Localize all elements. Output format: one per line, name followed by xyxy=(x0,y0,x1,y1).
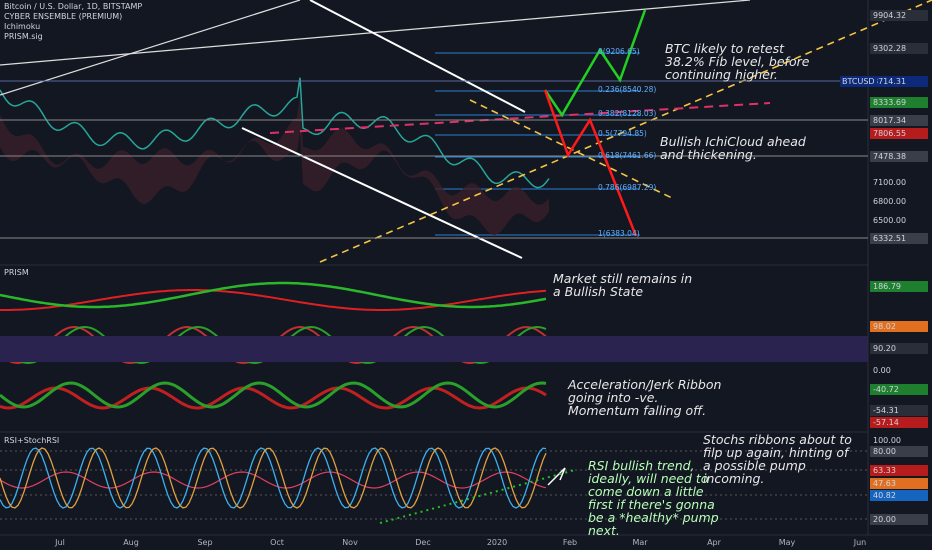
time-axis-label: Aug xyxy=(123,538,139,547)
oscillator-line xyxy=(0,281,547,309)
indicator-axis-label: 20.00 xyxy=(870,514,928,525)
time-axis-label: Sep xyxy=(197,538,213,547)
time-axis-label: Mar xyxy=(632,538,648,547)
price-value: 9904.32 xyxy=(873,11,907,20)
fib-label: 0.618(7461.66) xyxy=(598,151,657,160)
price-value: 7100.00 xyxy=(873,178,907,187)
projection-arrow xyxy=(543,89,638,237)
time-axis-label: Oct xyxy=(270,538,284,547)
time-axis-label: Apr xyxy=(707,538,721,547)
annotation: RSI bullish trend, ideally, will need to… xyxy=(588,458,719,538)
price-value: 6800.00 xyxy=(873,197,907,206)
indicator-axis-label: 0.00 xyxy=(870,365,928,376)
indicator-name: Ichimoku xyxy=(4,22,41,31)
symbol-title: Bitcoin / U.S. Dollar, 1D, BITSTAMP xyxy=(4,2,143,11)
fib-label: 0.236(8540.28) xyxy=(598,85,657,94)
panel-title: RSI+StochRSI xyxy=(4,436,60,445)
time-axis-label: May xyxy=(778,538,796,547)
price-path xyxy=(0,77,550,189)
price-axis-label: 8017.34 xyxy=(870,115,928,126)
price-axis-label: BTCUSD 8714.31 xyxy=(840,76,928,87)
price-axis-label: 6800.00 xyxy=(870,196,928,207)
oscillator-line xyxy=(0,386,547,410)
indicator-name: PRISM.sig xyxy=(4,32,43,41)
oscillator-line xyxy=(0,289,547,311)
annotation: Stochs ribbons about to filp up again, h… xyxy=(703,432,852,486)
trend-line xyxy=(241,127,523,259)
indicator-axis-label: -54.31 xyxy=(870,405,928,416)
ribbon-band xyxy=(0,336,868,362)
indicator-axis-label: 98.02 xyxy=(870,321,928,332)
price-axis-label: 6332.51 xyxy=(870,233,928,244)
fib-label: 0(9206.65) xyxy=(598,47,640,56)
dashed-line xyxy=(269,102,771,134)
indicator-name: CYBER ENSEMBLE (PREMIUM) xyxy=(4,12,123,21)
annotation: Market still remains in a Bullish State xyxy=(553,271,693,299)
arrow xyxy=(547,467,566,486)
dashed-line xyxy=(319,0,932,263)
indicator-axis-label: 40.82 xyxy=(870,490,928,501)
price-axis-label: 7806.55 xyxy=(870,128,928,139)
fib-label: 0.786(6987.29) xyxy=(598,183,657,192)
indicator-axis-label: 100.00 xyxy=(870,435,928,446)
fib-label: 0.382(8128.03) xyxy=(598,109,657,118)
fib-label: 0.5(7794.85) xyxy=(598,129,647,138)
indicator-axis-label: 90.20 xyxy=(870,343,928,354)
annotation: BTC likely to retest 38.2% Fib level, be… xyxy=(665,41,810,82)
price-axis-label: 8333.69 xyxy=(870,97,928,108)
time-axis-label: 2020 xyxy=(486,538,508,547)
indicator-axis-label: 80.00 xyxy=(870,446,928,457)
price-axis-label: 6500.00 xyxy=(870,215,928,226)
indicator-axis-label: 186.79 xyxy=(870,281,928,292)
price-axis-label: 7100.00 xyxy=(870,177,928,188)
trend-line xyxy=(0,0,301,96)
indicator-axis-label: -57.14 xyxy=(870,417,928,428)
fib-label: 1(6383.04) xyxy=(598,229,640,238)
oscillator-line xyxy=(0,447,547,509)
symbol-tag: BTCUSD xyxy=(840,76,877,87)
price-value: 9302.28 xyxy=(873,44,907,53)
time-axis-label: Dec xyxy=(415,538,431,547)
price-value: 8714.31 xyxy=(873,77,907,86)
oscillator-line xyxy=(0,447,547,509)
time-axis-label: Nov xyxy=(342,538,358,547)
price-value: 8017.34 xyxy=(873,116,907,125)
trend-line xyxy=(379,469,576,524)
ichimoku-cloud xyxy=(0,97,549,236)
indicator-axis-label: 47.63 xyxy=(870,478,928,489)
price-axis-label: 9904.32 xyxy=(870,10,928,21)
annotation: Bullish IchiCloud ahead and thickening. xyxy=(660,134,806,162)
price-axis-label: 7478.38 xyxy=(870,151,928,162)
indicator-axis-label: 63.33 xyxy=(870,465,928,476)
price-value: 6500.00 xyxy=(873,216,907,225)
price-value: 8333.69 xyxy=(873,98,907,107)
projection-arrow xyxy=(543,9,647,118)
price-value: 7806.55 xyxy=(873,129,907,138)
trend-line xyxy=(0,0,751,66)
time-axis-label: Jun xyxy=(853,538,867,547)
annotation: Acceleration/Jerk Ribbon going into -ve.… xyxy=(568,377,722,418)
price-value: 7478.38 xyxy=(873,152,907,161)
time-axis-label: Feb xyxy=(562,538,578,547)
panel-title: PRISM xyxy=(4,268,29,277)
indicator-axis-label: -40.72 xyxy=(870,384,928,395)
time-axis-label: Jul xyxy=(55,538,65,547)
oscillator-line xyxy=(0,381,547,409)
price-axis-label: 9302.28 xyxy=(870,43,928,54)
trend-line xyxy=(309,0,526,113)
price-value: 6332.51 xyxy=(873,234,907,243)
